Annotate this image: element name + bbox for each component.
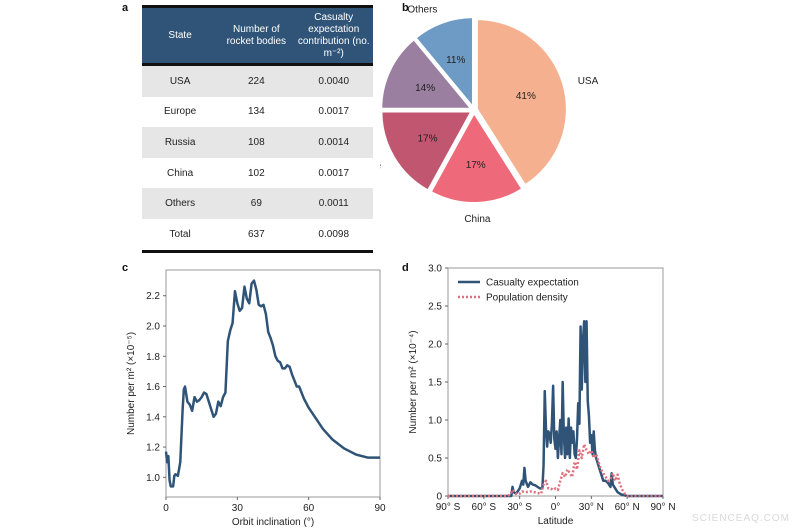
y-tick-label: 3.0 (428, 264, 442, 275)
x-tick-label: 90° S (436, 502, 461, 513)
x-tick-label: 30° S (507, 502, 532, 513)
x-tick-label: 0° (551, 502, 561, 513)
pie-slice (380, 37, 474, 110)
cell-state: China (167, 167, 194, 179)
cell-count: 69 (250, 198, 262, 210)
y-tick-label: 0 (436, 492, 442, 503)
cell-casualty: 0.0017 (318, 106, 350, 118)
x-tick-label: 90 (374, 503, 386, 514)
watermark: SCIENCEAQ.COM (691, 513, 790, 524)
cell-count: 108 (247, 136, 265, 148)
series-casualty-expectation (448, 319, 663, 498)
inclination-chart: 0 30 60 90 1.0 1.2 1.4 1.6 1.8 2.0 2.2 Orbit inclin… (126, 269, 386, 528)
header-rocket-bodies: Number of rocket bodies (226, 23, 287, 47)
cell-casualty: 0.0040 (318, 75, 350, 87)
y-tick-label: 2.0 (428, 340, 442, 351)
y-tick-label: 0.5 (428, 454, 442, 465)
x-tick-label: 60° S (472, 502, 497, 513)
plot-frame (165, 269, 381, 498)
x-tick-label: 30° N (579, 502, 604, 513)
y-tick-label: 2.2 (146, 291, 160, 302)
panel-label-a: a (122, 2, 129, 14)
pie-chart: 41%USA17%China17%Europe14%Russia11%Other… (380, 4, 599, 225)
cell-state: Russia (164, 136, 196, 148)
legend-label: Population density (486, 293, 568, 304)
cell-casualty: 0.0014 (318, 136, 350, 148)
x-tick-label: 60° N (615, 502, 640, 513)
pie-slice (380, 110, 474, 192)
series-population-density (448, 443, 663, 498)
table-row: Total 637 0.0098 (142, 218, 373, 252)
table-row: Others 69 0.0011 (142, 188, 373, 219)
series-line (164, 279, 380, 488)
pie-category-label: USA (578, 76, 599, 87)
cell-count: 102 (247, 167, 265, 179)
x-axis-label: Latitude (538, 516, 574, 527)
x-tick-label: 30 (232, 503, 244, 514)
cell-count: 134 (247, 106, 265, 118)
legend-label: Casualty expectation (486, 278, 579, 289)
table-row: Russia 108 0.0014 (142, 127, 373, 158)
cell-casualty: 0.0098 (318, 228, 350, 240)
pie-percent-label: 17% (418, 133, 438, 144)
header-casualty: Casualty expectation contribution (no. m… (297, 11, 370, 59)
cell-state: Others (165, 198, 196, 210)
pie-percent-label: 14% (415, 83, 435, 94)
y-tick-label: 2.0 (146, 321, 160, 332)
x-tick-label: 0 (163, 503, 169, 514)
pie-category-label: Europe (380, 161, 381, 172)
pie-slice (475, 18, 568, 187)
y-tick-label: 1.0 (428, 416, 442, 427)
y-axis-label: Number per m² (×10⁻⁴) (408, 330, 419, 433)
cell-count: 224 (247, 75, 265, 87)
pie-percent-label: 11% (446, 55, 465, 66)
header-state: State (168, 29, 192, 41)
cell-state: Europe (163, 106, 197, 118)
panel-label-d: d (402, 262, 409, 274)
y-tick-label: 1.8 (146, 352, 160, 363)
x-axis-label: Orbit inclination (°) (232, 517, 314, 528)
cell-casualty: 0.0011 (318, 198, 349, 210)
table-header: State Number of rocket bodies Casualty e… (142, 6, 373, 65)
x-tick-label: 60 (303, 503, 315, 514)
pie-percent-label: 17% (466, 160, 486, 171)
panel-label-c: c (122, 262, 129, 274)
y-tick-label: 1.4 (146, 412, 160, 423)
rocket-bodies-table: State Number of rocket bodies Casualty e… (142, 5, 373, 253)
panel-label-b: b (402, 2, 409, 14)
y-tick-label: 1.5 (428, 378, 442, 389)
cell-casualty: 0.0017 (318, 167, 350, 179)
y-tick-label: 1.0 (146, 473, 160, 484)
y-tick-label: 1.2 (146, 443, 160, 454)
y-axis-label: Number per m² (×10⁻⁵) (126, 332, 137, 435)
cell-state: USA (169, 75, 191, 87)
table-row: China 102 0.0017 (142, 158, 373, 189)
pie-category-label: China (464, 214, 491, 225)
latitude-chart: 90° S 60° S 30° S 0° 30° N 60° N 90° N 0 0.5 1.0 1… (408, 264, 676, 528)
y-tick-label: 2.5 (428, 302, 442, 313)
y-tick-label: 1.6 (146, 382, 160, 393)
cell-state: Total (169, 228, 191, 240)
table-row: Europe 134 0.0017 (142, 97, 373, 128)
cell-count: 637 (247, 228, 265, 240)
table-row: USA 224 0.0040 (142, 64, 373, 97)
pie-percent-label: 41% (516, 91, 536, 102)
pie-category-label: Others (407, 4, 437, 15)
pie-slice (414, 16, 474, 110)
x-tick-label: 90° N (650, 502, 675, 513)
pie-slice (429, 111, 524, 204)
